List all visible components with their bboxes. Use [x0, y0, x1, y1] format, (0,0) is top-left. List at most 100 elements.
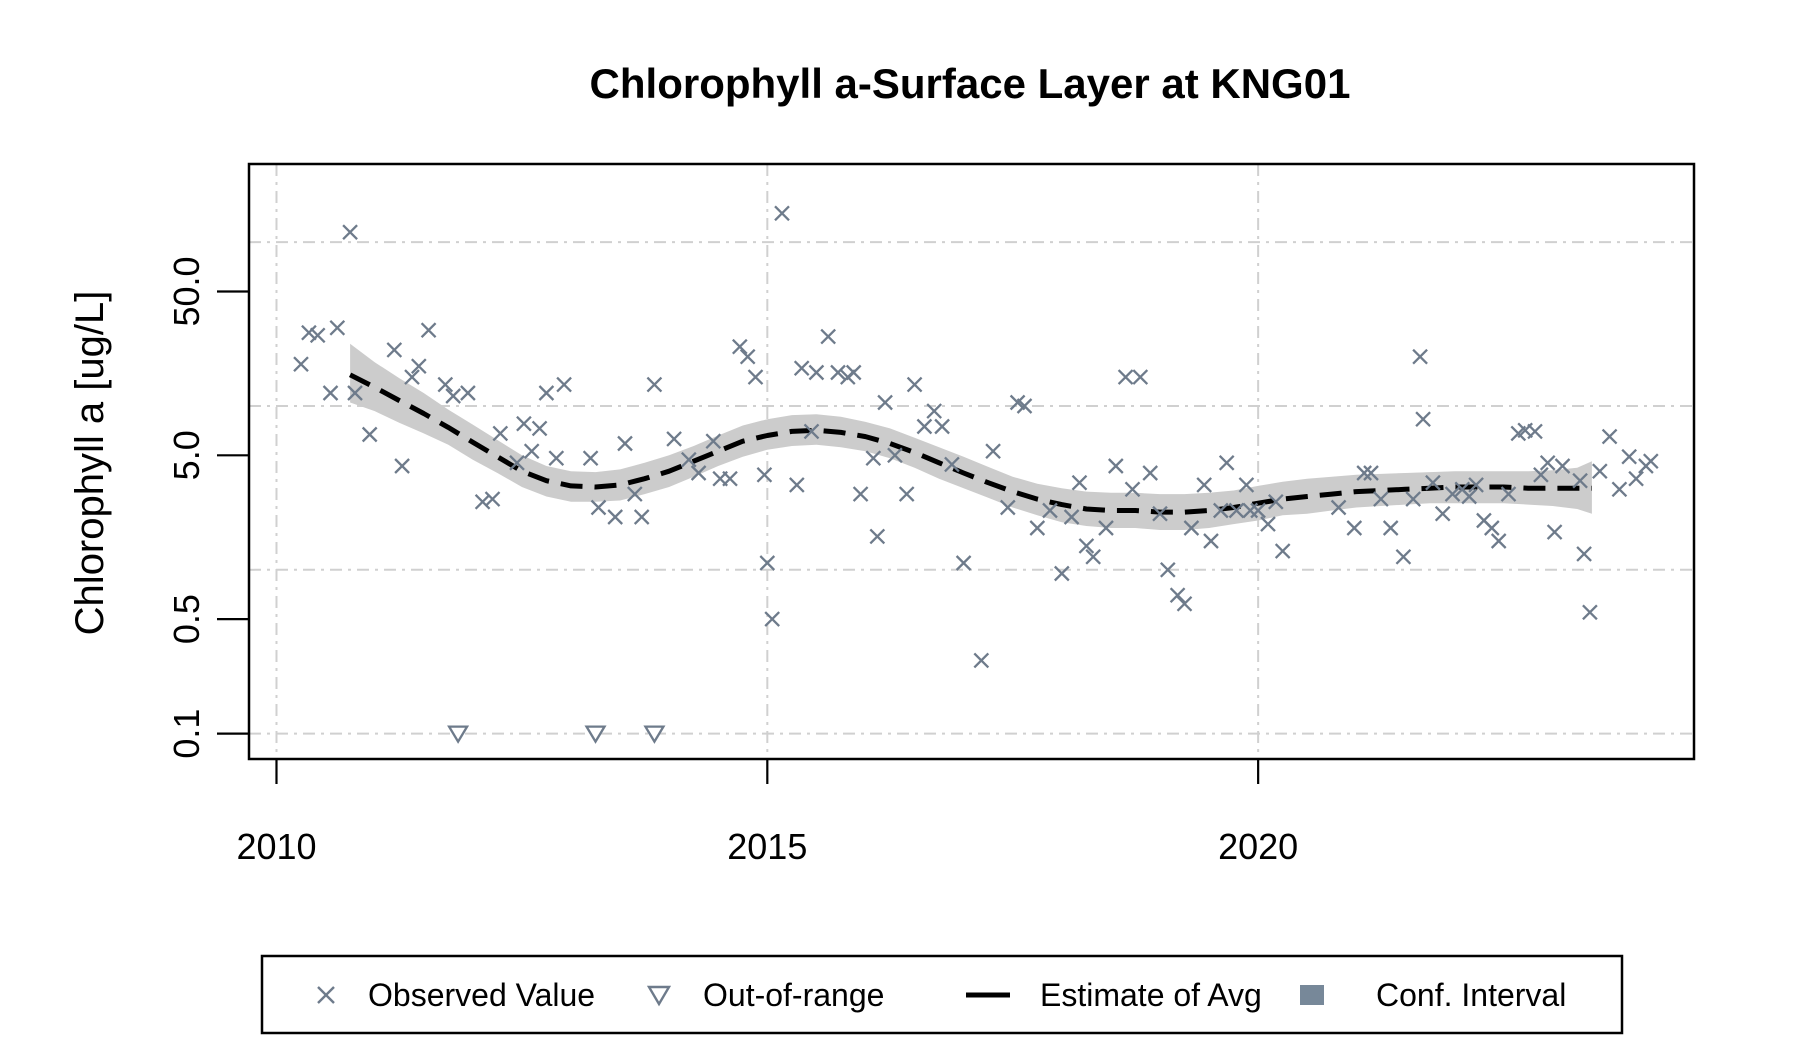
observed-point [999, 499, 1016, 516]
legend-item-conf-interval: Conf. Interval [1300, 977, 1566, 1013]
observed-point [1572, 472, 1588, 489]
legend-box [260, 954, 1624, 1035]
observed-point [492, 425, 509, 442]
observed-point [722, 470, 738, 487]
observed-point [1107, 458, 1124, 474]
observed-point [887, 447, 903, 464]
observed-point [404, 369, 420, 385]
estimate-avg-line [348, 372, 1592, 515]
out-of-range-point [643, 725, 666, 744]
legend-item-estimate: Estimate of Avg [966, 977, 1262, 1013]
observed-point [1434, 505, 1451, 522]
observed-point [1611, 481, 1628, 498]
observed-point [731, 338, 748, 355]
chart-title: Chlorophyll a-Surface Layer at KNG01 [590, 60, 1351, 107]
observed-point [1212, 502, 1229, 519]
observed-point [329, 319, 346, 336]
observed-point [1382, 520, 1399, 536]
observed-point [877, 394, 893, 411]
observed-point [322, 385, 339, 401]
observed-point [865, 450, 882, 467]
observed-point [1468, 477, 1484, 493]
observed-point [934, 418, 950, 435]
observed-point [1124, 481, 1141, 498]
observed-point [1169, 587, 1186, 604]
observed-point [1203, 533, 1219, 549]
observed-point [788, 477, 805, 493]
observed-point [1085, 548, 1102, 565]
plot-frame [247, 162, 1696, 761]
observed-point [590, 499, 607, 516]
observed-point [793, 360, 810, 377]
observed-point [1405, 491, 1422, 507]
observed-point [509, 454, 525, 471]
observed-point [1042, 502, 1058, 519]
observed-point [293, 356, 309, 373]
observed-point [1183, 520, 1200, 536]
observed-point [1071, 474, 1088, 491]
observed-point [1621, 448, 1638, 465]
legend-out-of-range-symbol [646, 985, 672, 1007]
observed-point [1053, 565, 1070, 582]
observed-point [1461, 488, 1478, 505]
observed-point [774, 205, 790, 222]
legend-out-of-range-label: Out-of-range [703, 977, 884, 1013]
observed-point [830, 364, 846, 381]
observed-point [1330, 499, 1347, 516]
y-tick-label: 50.0 [166, 256, 207, 326]
y-axis-label: Chlorophyll a [ug/L] [68, 291, 112, 636]
observed-point [869, 528, 886, 545]
observed-point [845, 364, 862, 381]
observed-point [607, 509, 624, 525]
observed-point [926, 403, 943, 419]
observed-point [1152, 505, 1168, 522]
observed-point [1415, 411, 1431, 428]
observed-point [474, 493, 491, 510]
observed-point [1425, 474, 1441, 491]
observed-point [394, 458, 410, 474]
observed-point [386, 342, 403, 358]
observed-point [548, 450, 565, 467]
observed-point [759, 555, 776, 571]
legend-observed-label: Observed Value [368, 977, 595, 1013]
legend-item-observed: Observed Value [317, 977, 595, 1013]
observed-point [1500, 486, 1517, 502]
observed-point [1260, 516, 1276, 532]
observed-point [1554, 458, 1571, 474]
observed-point [747, 369, 764, 385]
observed-point [1176, 595, 1193, 612]
observed-point [516, 415, 532, 432]
observed-point [1539, 454, 1556, 471]
observed-point [944, 456, 960, 473]
observed-point [410, 358, 427, 375]
x-axis: 2010 2015 2020 [236, 759, 1298, 867]
out-of-range-point [584, 725, 607, 744]
observed-point [420, 322, 437, 339]
observed-point [523, 443, 540, 460]
observed-point [1098, 520, 1114, 536]
observed-point [852, 486, 869, 502]
observed-point [582, 450, 599, 467]
observed-point [803, 423, 820, 440]
observed-point [1117, 369, 1134, 385]
observed-point [808, 364, 825, 381]
observed-point [1601, 428, 1618, 445]
observed-point [820, 328, 837, 345]
observed-point [1412, 348, 1428, 365]
observed-point [1228, 502, 1245, 519]
observed-point [1274, 543, 1291, 559]
x-tick-label: 2010 [236, 826, 316, 867]
y-tick-label: 5.0 [166, 430, 207, 480]
observed-point [1642, 453, 1659, 470]
observed-point [531, 420, 548, 437]
observed-point [342, 224, 358, 241]
observed-point [973, 652, 990, 669]
observed-point [906, 376, 923, 393]
observed-point [898, 486, 915, 502]
observed-point [985, 443, 1001, 460]
legend-estimate-label: Estimate of Avg [1040, 977, 1262, 1013]
observed-point [1132, 369, 1149, 385]
legend: Observed Value Out-of-range Estimate of … [260, 954, 1624, 1035]
observed-point [764, 611, 781, 627]
